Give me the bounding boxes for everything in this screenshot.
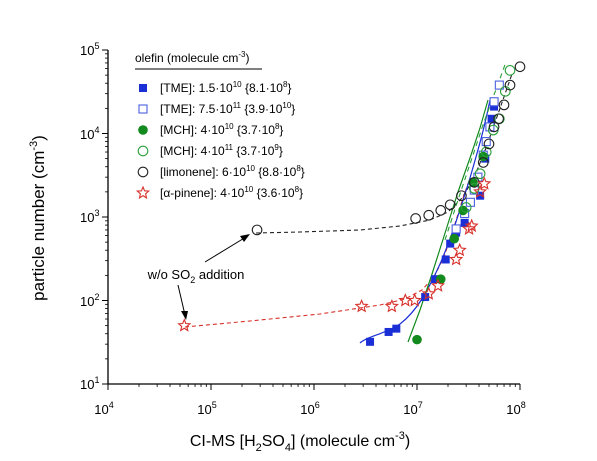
y-tick-label: 101 [80, 375, 99, 392]
legend-marker-1 [139, 84, 147, 92]
annotation-text: w/o SO2 addition [147, 267, 245, 285]
legend-label-4: [MCH]: 4·1011 {3.7·109} [160, 143, 283, 158]
y-tick-label: 102 [80, 292, 99, 309]
data-point-series-1 [476, 191, 485, 200]
data-point-series-1 [384, 327, 393, 336]
x-tick-label: 105 [197, 400, 216, 417]
data-point-series-6 [177, 318, 192, 332]
annotation-arrowhead-2 [181, 311, 188, 320]
y-tick-label: 103 [80, 208, 99, 225]
data-point-series-1 [490, 102, 499, 111]
x-tick-labels: 104 105 106 107 108 [94, 400, 525, 417]
legend-label-3: [MCH]: 4·1010 {3.7·108} [160, 122, 283, 137]
mch-dashed-line [444, 61, 507, 241]
legend-label-5: [limonene]: 6·1010 {8.8·108} [160, 164, 305, 179]
annotation: w/o SO2 addition [147, 234, 250, 320]
data-point-series-1 [441, 255, 450, 264]
data-point-series-5 [444, 199, 456, 211]
annotation-arrowhead-1 [240, 234, 250, 242]
legend-marker-4 [137, 145, 149, 157]
x-tick-label: 107 [403, 400, 422, 417]
y-tick-label: 104 [80, 125, 99, 142]
data-point-series-5 [483, 138, 495, 150]
data-point-series-2 [489, 97, 499, 107]
y-tick-labels: 101 102 103 104 105 [80, 41, 99, 392]
legend-title: olefin (molecule cm-3) [135, 50, 250, 65]
data-point-series-6 [461, 221, 477, 235]
data-point-series-6 [449, 252, 464, 266]
x-tick-label: 106 [300, 400, 319, 417]
data-point-series-5 [493, 113, 504, 125]
x-tick-label: 104 [94, 400, 113, 417]
data-point-series-5 [251, 224, 263, 236]
data-point-series-5 [488, 121, 500, 133]
x-axis-label: CI-MS [H2SO4] (molecule cm-3) [190, 430, 410, 454]
data-point-series-5 [498, 99, 510, 111]
data-point-series-5 [435, 205, 447, 216]
mch-fit-curve [407, 99, 489, 343]
data-point-series-6 [452, 242, 467, 257]
data-point-series-4 [474, 168, 486, 180]
data-point-series-5 [514, 61, 526, 73]
annotation-arrow-2 [177, 284, 186, 316]
x-tick-label: 108 [506, 400, 525, 417]
data-point-series-5 [456, 190, 467, 202]
legend-marker-2 [138, 104, 148, 114]
data-point-series-2 [481, 137, 491, 147]
data-point-series-3 [449, 233, 460, 244]
data-point-series-5 [423, 209, 435, 221]
data-point-series-4 [504, 65, 516, 76]
legend-marker-3 [138, 125, 148, 135]
data-point-series-6 [464, 218, 479, 233]
data-point-series-3 [458, 205, 468, 216]
data-point-series-5 [504, 79, 516, 91]
data-point-series-6 [421, 286, 436, 300]
data-point-series-1 [431, 275, 440, 284]
data-point-series-1 [460, 218, 469, 227]
data-point-series-5 [410, 213, 421, 224]
data-point-series-1 [366, 337, 375, 346]
data-marks [177, 61, 526, 346]
legend-marker-6 [135, 185, 151, 200]
data-point-series-6 [473, 184, 488, 198]
data-point-series-1 [392, 324, 401, 333]
legend-label-2: [TME]: 7.5·1011 {3.9·1010} [160, 101, 295, 116]
limonene-dashed-curve [255, 73, 513, 234]
data-point-series-1 [446, 239, 455, 248]
y-axis-label: particle number (cm-3) [28, 135, 48, 301]
data-point-series-6 [430, 278, 446, 292]
data-point-series-1 [487, 114, 496, 123]
legend-label-1: [TME]: 1.5·1010 {8.1·108} [160, 80, 291, 95]
data-point-series-4 [460, 202, 472, 213]
data-point-series-6 [384, 298, 399, 313]
data-point-series-3 [412, 334, 422, 345]
data-point-series-6 [477, 176, 492, 190]
legend-label-6: [α-pinene]: 4·1010 {3.6·108} [160, 185, 303, 200]
legend-marker-5 [137, 166, 149, 178]
legend: olefin (molecule cm-3) [TME]: 1.5·1010 {… [135, 50, 305, 200]
axis-ticks [102, 49, 521, 390]
annotation-arrow-1 [204, 236, 247, 263]
data-point-series-5 [477, 157, 489, 168]
data-point-series-2 [494, 80, 504, 90]
data-point-series-6 [354, 298, 369, 313]
data-point-series-2 [451, 224, 461, 234]
y-tick-label: 105 [80, 41, 99, 58]
data-point-series-6 [407, 293, 422, 307]
